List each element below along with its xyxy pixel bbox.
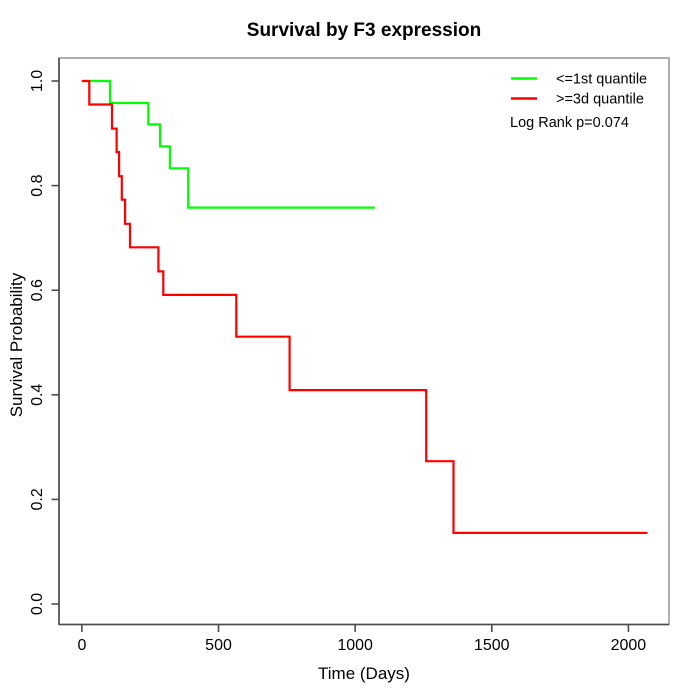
logrank-annotation: Log Rank p=0.074 bbox=[510, 115, 629, 131]
km-curve-1 bbox=[81, 79, 648, 534]
y-tick-label: 0.6 bbox=[29, 279, 46, 301]
x-tick-label: 2000 bbox=[611, 637, 647, 654]
x-tick-label: 0 bbox=[77, 637, 86, 654]
y-tick-label: 0.8 bbox=[29, 174, 46, 196]
plot-box bbox=[58, 57, 670, 626]
x-tick-label: 500 bbox=[205, 637, 232, 654]
legend-label-1: >=3d quantile bbox=[556, 92, 644, 108]
plot-frame: 0 500 1000 1500 2000 0.0 0.2 0.4 0.6 0.8 1.0 bbox=[29, 57, 670, 654]
y-tick-label: 0.2 bbox=[29, 488, 46, 510]
y-axis-title: Survival Probability bbox=[7, 272, 26, 417]
x-tick-label: 1000 bbox=[337, 637, 373, 654]
x-axis-title: Time (Days) bbox=[318, 664, 410, 683]
y-tick-label: 0.4 bbox=[29, 384, 46, 406]
legend: <=1st quantile >=3d quantile bbox=[511, 72, 647, 108]
legend-label-0: <=1st quantile bbox=[556, 72, 647, 88]
y-tick-label: 1.0 bbox=[29, 70, 46, 92]
x-tick-label: 1500 bbox=[474, 637, 510, 654]
km-curve-0 bbox=[81, 79, 375, 209]
chart-title: Survival by F3 expression bbox=[247, 20, 481, 41]
survival-curves bbox=[81, 79, 648, 534]
y-tick-label: 0.0 bbox=[29, 593, 46, 615]
